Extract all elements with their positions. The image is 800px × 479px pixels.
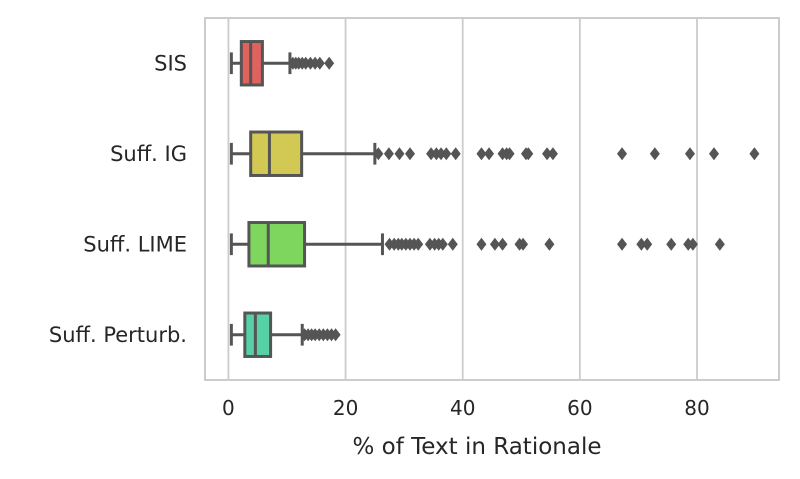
outlier-suff-lime-14 <box>489 237 500 251</box>
outlier-suff-lime-7 <box>413 237 424 251</box>
box-suff-perturb <box>243 311 273 358</box>
x-axis-title: % of Text in Rationale <box>352 434 601 460</box>
outlier-suff-lime-24 <box>687 237 698 251</box>
outlier-suff-perturb-8 <box>330 328 341 342</box>
outlier-suff-ig-22 <box>749 147 760 161</box>
outlier-suff-lime-17 <box>518 237 529 251</box>
outlier-suff-ig-17 <box>547 147 558 161</box>
plot-background <box>205 18 779 380</box>
outlier-suff-lime-22 <box>666 237 677 251</box>
outlier-suff-ig-18 <box>617 147 628 161</box>
outlier-suff-ig-9 <box>476 147 487 161</box>
outlier-suff-lime-15 <box>497 237 508 251</box>
y-tick-label-suff-perturb: Suff. Perturb. <box>49 323 187 347</box>
box-suff-ig <box>249 130 304 177</box>
outlier-suff-ig-7 <box>441 147 452 161</box>
x-tick-label-60: 60 <box>567 396 592 420</box>
outlier-suff-ig-20 <box>684 147 695 161</box>
x-tick-label-40: 40 <box>450 396 475 420</box>
outlier-suff-lime-12 <box>447 237 458 251</box>
plot-frame <box>204 17 780 381</box>
outlier-suff-lime-20 <box>636 237 647 251</box>
x-tick-label-80: 80 <box>684 396 709 420</box>
outlier-suff-ig-3 <box>405 147 415 161</box>
y-tick-label-suff-lime: Suff. LIME <box>83 232 187 256</box>
outlier-suff-lime-19 <box>617 237 628 251</box>
outlier-sis-7 <box>314 56 325 70</box>
outlier-suff-ig-21 <box>708 147 719 161</box>
y-tick-label-sis: SIS <box>154 51 187 75</box>
outlier-suff-ig-1 <box>383 147 394 161</box>
outlier-suff-lime-21 <box>642 237 653 251</box>
outlier-suff-ig-8 <box>450 147 461 161</box>
outlier-suff-ig-16 <box>542 147 553 161</box>
x-tick-label-0: 0 <box>222 396 235 420</box>
outlier-suff-lime-25 <box>714 237 725 251</box>
outlier-suff-ig-6 <box>436 147 447 161</box>
outlier-suff-ig-10 <box>484 147 495 161</box>
outlier-suff-ig-15 <box>523 147 534 161</box>
outlier-sis-8 <box>324 56 335 70</box>
x-tick-label-20: 20 <box>333 396 358 420</box>
outlier-suff-lime-13 <box>476 237 487 251</box>
outlier-suff-ig-19 <box>649 147 660 161</box>
y-tick-label-suff-ig: Suff. IG <box>110 142 187 166</box>
outlier-suff-lime-11 <box>437 237 448 251</box>
outlier-suff-lime-18 <box>544 237 555 251</box>
outlier-suff-ig-0 <box>373 147 384 161</box>
outlier-suff-ig-4 <box>426 147 437 161</box>
outlier-suff-ig-13 <box>504 147 515 161</box>
box-suff-lime <box>247 221 307 268</box>
outlier-suff-ig-2 <box>394 147 405 161</box>
